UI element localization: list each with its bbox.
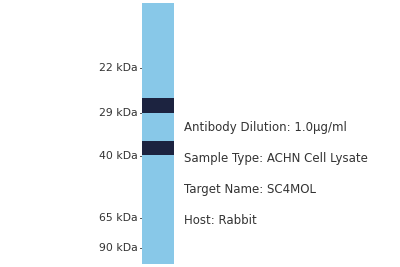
Bar <box>142 3 174 264</box>
Text: Sample Type: ACHN Cell Lysate: Sample Type: ACHN Cell Lysate <box>184 152 368 165</box>
Text: 65 kDa: 65 kDa <box>99 213 138 223</box>
Text: 90 kDa: 90 kDa <box>99 243 138 253</box>
Text: Host: Rabbit: Host: Rabbit <box>184 214 257 227</box>
Text: Target Name: SC4MOL: Target Name: SC4MOL <box>184 183 316 196</box>
Text: 40 kDa: 40 kDa <box>99 151 138 161</box>
Text: 22 kDa: 22 kDa <box>99 63 138 73</box>
Text: 29 kDa: 29 kDa <box>99 108 138 119</box>
Text: Antibody Dilution: 1.0μg/ml: Antibody Dilution: 1.0μg/ml <box>184 121 347 135</box>
Bar <box>142 141 174 155</box>
Bar <box>142 98 174 113</box>
